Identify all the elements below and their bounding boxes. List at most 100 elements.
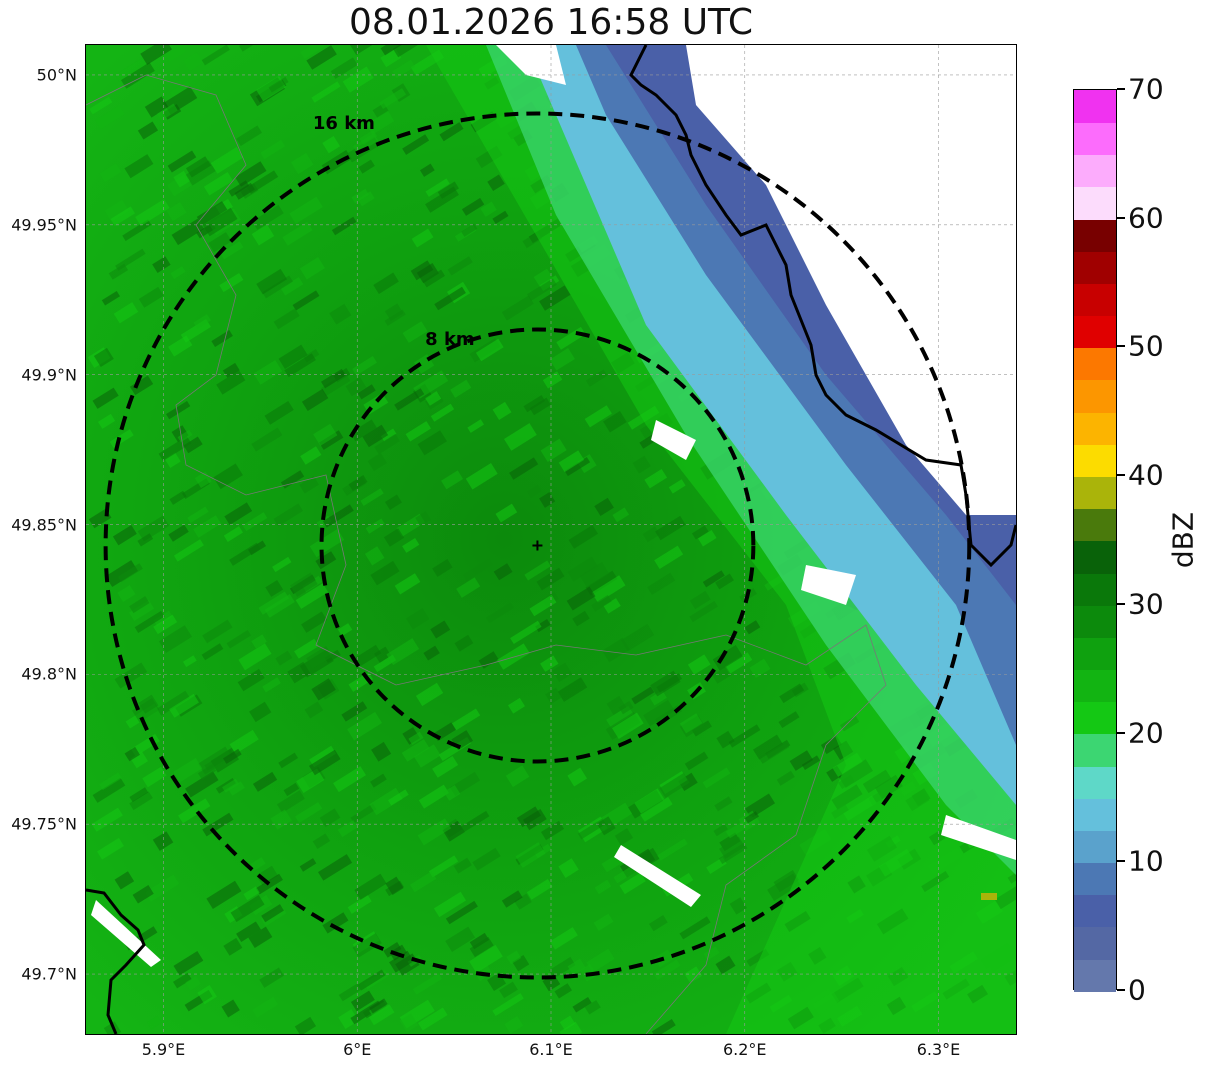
- echo-pixel: [122, 219, 152, 241]
- echo-pixel: [261, 904, 284, 923]
- echo-pixel: [389, 950, 414, 973]
- echo-pixel: [173, 757, 203, 783]
- echo-pixel: [121, 62, 155, 89]
- echo-pixel: [656, 673, 683, 693]
- echo-pixel: [365, 518, 385, 534]
- echo-pixel: [649, 915, 668, 932]
- echo-pixel: [259, 967, 284, 988]
- echo-pixel: [545, 687, 562, 704]
- lat-tick-label: 49.9°N: [21, 365, 77, 385]
- echo-pixel: [594, 497, 614, 517]
- echo-pixel: [360, 488, 384, 506]
- echo-pixel: [187, 506, 209, 523]
- echo-pixel: [201, 643, 224, 661]
- colorbar-segment: [1074, 733, 1116, 767]
- echo-pixel: [206, 880, 242, 909]
- echo-pixel: [487, 174, 505, 192]
- echo-pixel: [729, 897, 748, 915]
- radar-map[interactable]: [86, 45, 1016, 1034]
- echo-pixel: [523, 395, 546, 413]
- colorbar-segment: [1074, 540, 1116, 574]
- echo-pixel: [282, 221, 313, 246]
- echo-pixel: [152, 831, 174, 851]
- echo-pixel: [352, 933, 382, 958]
- echo-pixel: [684, 966, 703, 984]
- echo-pixel: [420, 163, 435, 177]
- colorbar-segment: [1074, 347, 1116, 381]
- echo-pixel: [594, 879, 612, 895]
- echo-pixel: [198, 746, 233, 775]
- echo-pixel: [384, 303, 404, 321]
- echo-pixel: [510, 620, 542, 645]
- echo-pixel: [692, 720, 712, 737]
- echo-pixel: [749, 658, 771, 679]
- echo-pixel: [542, 371, 563, 389]
- echo-pixel: [91, 807, 123, 832]
- echo-pixel: [492, 993, 524, 1017]
- echo-pixel: [178, 798, 211, 824]
- echo-pixel: [773, 870, 800, 893]
- echo-pixel: [394, 388, 425, 411]
- colorbar-segment: [1074, 926, 1116, 960]
- echo-pixel: [586, 948, 615, 973]
- echo-pixel: [371, 741, 392, 762]
- echo-pixel: [275, 650, 293, 666]
- echo-pixel: [295, 583, 329, 609]
- echo-pixel: [353, 133, 379, 154]
- echo-pixel: [313, 423, 338, 446]
- echo-pixel: [549, 927, 578, 950]
- echo-pixel: [486, 602, 514, 624]
- echo-pixel: [549, 956, 576, 979]
- echo-pixel: [247, 170, 279, 194]
- echo-pixel: [461, 197, 485, 216]
- echo-pixel: [296, 768, 325, 794]
- echo-pixel: [422, 269, 446, 288]
- echo-pixel: [193, 515, 222, 538]
- colorbar-segment: [1074, 186, 1116, 220]
- echo-pixel: [318, 854, 353, 881]
- echo-pixel: [362, 424, 389, 448]
- echo-pixel: [529, 594, 557, 617]
- echo-pixel: [369, 787, 403, 816]
- echo-pixel: [329, 303, 352, 325]
- echo-pixel: [527, 278, 557, 301]
- echo-pixel: [379, 88, 407, 110]
- echo-pixel: [270, 809, 292, 830]
- echo-pixel: [315, 551, 337, 570]
- echo-pixel: [567, 958, 586, 976]
- echo-pixel: [434, 286, 466, 311]
- lat-tick-label: 49.8°N: [21, 664, 77, 684]
- lon-tick-label: 5.9°E: [141, 1040, 186, 1059]
- echo-pixel: [223, 748, 242, 764]
- echo-pixel: [425, 186, 459, 213]
- echo-pixel: [101, 290, 121, 306]
- echo-pixel: [169, 490, 187, 505]
- echo-pixel: [387, 789, 409, 806]
- echo-pixel: [776, 770, 795, 786]
- colorbar-segment: [1074, 637, 1116, 671]
- echo-pixel: [370, 773, 387, 788]
- colorbar-segment: [1074, 122, 1116, 156]
- echo-pixel: [374, 433, 400, 455]
- echo-pixel: [142, 766, 167, 788]
- echo-pixel: [248, 926, 273, 948]
- echo-pixel: [394, 573, 421, 595]
- echo-pixel: [533, 268, 554, 287]
- echo-pixel: [330, 57, 358, 79]
- echo-pixel: [117, 563, 143, 583]
- echo-pixel: [453, 857, 472, 874]
- echo-pixel: [137, 515, 170, 542]
- echo-pixel: [380, 45, 414, 56]
- echo-pixel: [167, 150, 197, 173]
- echo-pixel: [290, 152, 314, 175]
- graticule: [86, 45, 1016, 1034]
- echo-pixel: [350, 419, 377, 442]
- echo-pixel: [229, 729, 259, 754]
- echo-pixel: [584, 1000, 601, 1015]
- echo-pixel: [392, 59, 416, 79]
- echo-pixel: [185, 771, 219, 798]
- echo-pixel: [508, 697, 525, 714]
- echo-pixel: [406, 608, 430, 630]
- no-echo-patch: [941, 815, 1016, 860]
- echo-pixel: [342, 66, 374, 93]
